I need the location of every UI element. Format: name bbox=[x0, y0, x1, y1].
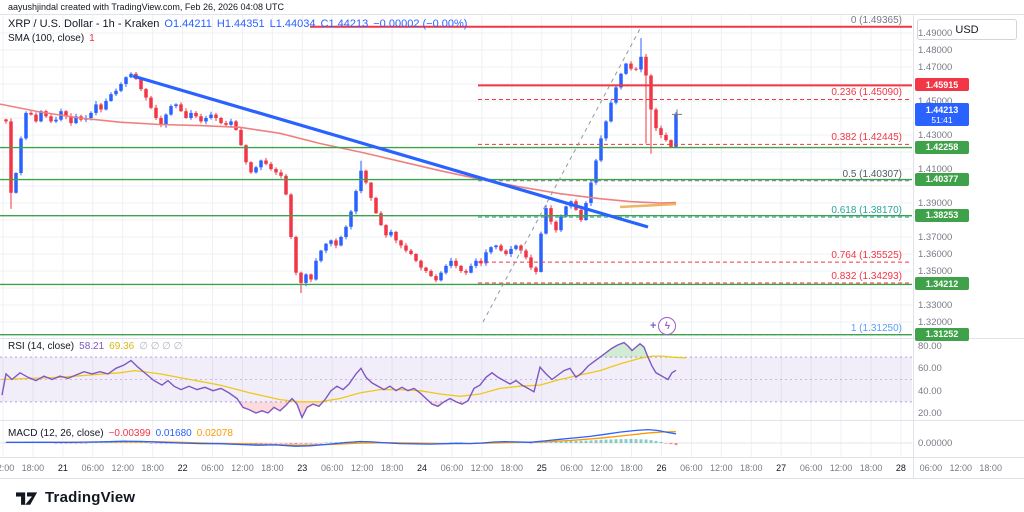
price-level-badge[interactable]: 1.45915 bbox=[915, 78, 969, 92]
symbol-legend[interactable]: XRP / U.S. Dollar - 1h - Kraken O1.44211… bbox=[8, 18, 467, 30]
plus-icon: + bbox=[650, 320, 657, 332]
price-level-badge[interactable]: 1.40377 bbox=[915, 172, 969, 186]
rsi-legend[interactable]: RSI (14, close) 58.21 69.36 ∅ ∅ ∅ ∅ bbox=[8, 341, 182, 352]
ohlc-high: H1.44351 bbox=[216, 18, 265, 30]
ohlc-close: C1.44213 bbox=[320, 18, 369, 30]
rsi-placeholders: ∅ ∅ ∅ ∅ bbox=[139, 341, 183, 352]
currency-toggle-button[interactable]: USD bbox=[917, 19, 1017, 40]
price-level-badge[interactable]: 1.34212 bbox=[915, 277, 969, 291]
timeaxis-bottom-border bbox=[0, 478, 1024, 479]
current-price-badge[interactable]: 1.44213 51:41 bbox=[915, 103, 969, 127]
price-rsi-separator[interactable] bbox=[0, 338, 1024, 339]
price-level-badge[interactable]: 1.42258 bbox=[915, 140, 969, 154]
drawing-sync-widget[interactable]: + ϟ bbox=[650, 317, 677, 335]
macd-label: MACD (12, 26, close) bbox=[8, 428, 104, 439]
rsi-ma-value: 69.36 bbox=[109, 341, 135, 352]
symbol-title: XRP / U.S. Dollar - 1h - Kraken bbox=[8, 18, 160, 30]
rsi-value: 58.21 bbox=[79, 341, 105, 352]
ohlc-open: O1.44211 bbox=[164, 18, 212, 30]
tradingview-logo[interactable]: TradingView bbox=[16, 487, 135, 507]
price-level-badge[interactable]: 1.31252 bbox=[915, 327, 969, 341]
tradingview-logo-text: TradingView bbox=[45, 488, 136, 506]
sma-value: 1 bbox=[89, 33, 95, 44]
sma-legend[interactable]: SMA (100, close) 1 bbox=[8, 33, 95, 44]
macd-legend[interactable]: MACD (12, 26, close) −0.00399 0.01680 0.… bbox=[8, 428, 233, 439]
ohlc-low: L1.44034 bbox=[269, 18, 316, 30]
macd-signal-value: 0.02078 bbox=[196, 428, 233, 439]
refresh-lightning-icon[interactable]: ϟ bbox=[658, 317, 677, 335]
macd-timeaxis-separator bbox=[0, 457, 1024, 458]
price-change: −0.00002 (−0.00%) bbox=[373, 18, 468, 30]
macd-hist-value: −0.00399 bbox=[108, 428, 151, 439]
tradingview-logo-icon bbox=[16, 492, 38, 505]
macd-value: 0.01680 bbox=[155, 428, 192, 439]
sma-label: SMA (100, close) bbox=[8, 33, 85, 44]
rsi-label: RSI (14, close) bbox=[8, 341, 75, 352]
rsi-macd-separator[interactable] bbox=[0, 420, 1024, 421]
price-level-badge[interactable]: 1.38253 bbox=[915, 208, 969, 222]
chart-top-border bbox=[0, 14, 1024, 15]
price-axis-border bbox=[913, 14, 914, 478]
